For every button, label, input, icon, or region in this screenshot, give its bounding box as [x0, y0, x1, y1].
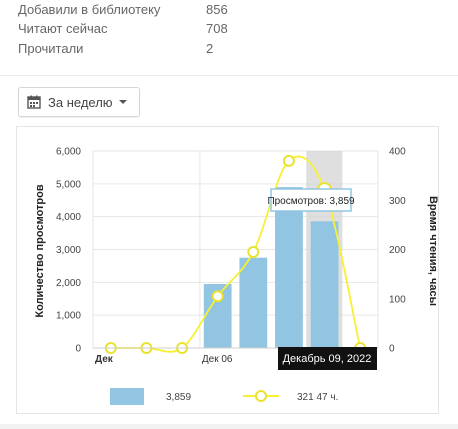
tooltip-text: Просмотров: 3,859 [267, 196, 355, 207]
x-tick-label: Дек 06 [202, 354, 233, 365]
bottom-divider [0, 424, 458, 429]
line-marker [211, 290, 224, 303]
legend-bar-swatch [110, 388, 144, 405]
y2-tick-label: 100 [389, 294, 406, 305]
y-tick-label: 1,000 [56, 311, 81, 322]
y2-tick-label: 400 [389, 147, 406, 158]
bar-views [310, 221, 339, 348]
stat-added-to-library: Добавили в библиотеку 856 [18, 0, 318, 20]
stat-label: Читают сейчас [18, 21, 108, 36]
section-divider [0, 75, 458, 76]
stat-value: 856 [206, 2, 228, 17]
period-select-label: За неделю [48, 94, 113, 110]
y2-tick-label: 300 [389, 196, 406, 207]
line-marker [282, 154, 295, 167]
y-axis-title: Количество просмотров [34, 184, 46, 317]
bar-views [275, 187, 303, 348]
y-tick-label: 3,000 [56, 245, 81, 256]
hover-date-bg [278, 347, 377, 370]
stat-finished: Прочитали 2 [18, 39, 318, 59]
stat-value: 2 [206, 41, 214, 56]
stat-label: Прочитали [18, 41, 84, 56]
calendar-icon [27, 95, 41, 109]
hover-date-text: Декабрь 09, 2022 [283, 353, 372, 365]
x-tick-label: Дек [95, 354, 114, 365]
bar-views [239, 257, 268, 348]
legend-line-marker [255, 390, 267, 402]
legend: 3,859 321 47 ч. [110, 388, 338, 405]
y-tick-label: 2,000 [56, 278, 81, 289]
hover-date-label: Декабрь 09, 2022 [278, 347, 377, 370]
chart-card: Количество просмотров Время чтения, часы… [16, 126, 439, 414]
legend-bar-value: 3,859 [166, 392, 191, 403]
tooltip: Просмотров: 3,859 [267, 188, 355, 212]
y-tick-label: 6,000 [56, 147, 81, 158]
line-marker [247, 245, 260, 258]
tooltip-box [270, 188, 352, 212]
caret-down-icon [118, 99, 127, 105]
y2-axis-title: Время чтения, часы [427, 196, 438, 306]
stat-label: Добавили в библиотеку [18, 2, 161, 17]
stat-value: 708 [206, 21, 228, 36]
legend-line-value: 321 47 ч. [297, 392, 338, 403]
y2-tick-label: 200 [389, 245, 406, 256]
y-tick-label: 4,000 [56, 212, 81, 223]
y-tick-label: 0 [75, 344, 81, 355]
stat-reading-now: Читают сейчас 708 [18, 19, 318, 39]
y-tick-label: 5,000 [56, 179, 81, 190]
views-chart: Количество просмотров Время чтения, часы… [34, 147, 439, 405]
period-select-button[interactable]: За неделю [18, 87, 140, 117]
y2-tick-label: 0 [389, 344, 395, 355]
